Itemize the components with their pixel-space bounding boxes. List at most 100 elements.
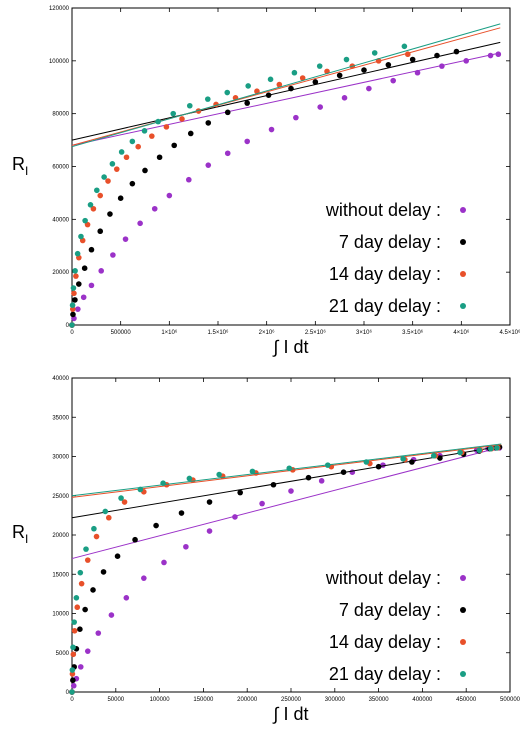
data-point bbox=[88, 282, 95, 289]
data-point bbox=[70, 644, 76, 651]
legend-marker bbox=[460, 239, 466, 245]
y-tick-label: 30000 bbox=[52, 455, 69, 461]
data-point bbox=[276, 81, 283, 88]
legend-label: 21 day delay : bbox=[329, 296, 441, 316]
data-point bbox=[71, 627, 78, 634]
data-point bbox=[75, 306, 81, 312]
data-point bbox=[305, 474, 312, 481]
data-point bbox=[318, 478, 325, 484]
x-tick-label: 2×10⁶ bbox=[259, 329, 276, 336]
data-point bbox=[288, 488, 294, 494]
data-point bbox=[87, 202, 94, 208]
data-point bbox=[409, 459, 415, 465]
x-tick-label: 3×10⁶ bbox=[356, 329, 373, 336]
data-point bbox=[107, 211, 113, 217]
data-point bbox=[244, 138, 250, 145]
data-point bbox=[249, 468, 256, 475]
legend-marker bbox=[460, 575, 466, 581]
data-point bbox=[312, 79, 319, 85]
x-tick-label: 0 bbox=[70, 330, 74, 336]
x-tick-label: 400000 bbox=[412, 697, 433, 703]
x-axis-label: ∫ I dt bbox=[272, 337, 309, 357]
data-point bbox=[187, 130, 194, 137]
data-point bbox=[265, 92, 272, 98]
series-1 bbox=[69, 51, 502, 328]
data-point bbox=[186, 102, 193, 109]
data-point bbox=[487, 52, 494, 59]
data-point bbox=[156, 154, 163, 161]
data-point bbox=[161, 559, 167, 566]
data-point bbox=[95, 630, 102, 636]
y-tick-label: 100000 bbox=[49, 59, 70, 65]
data-point bbox=[439, 63, 445, 69]
data-point bbox=[385, 61, 392, 68]
data-point bbox=[105, 514, 112, 521]
data-point bbox=[122, 236, 129, 242]
data-point bbox=[495, 51, 502, 58]
data-point bbox=[343, 56, 350, 63]
data-point bbox=[430, 452, 437, 459]
data-point bbox=[74, 604, 81, 611]
x-tick-label: 50000 bbox=[107, 697, 124, 703]
legend-marker bbox=[460, 639, 466, 645]
data-point bbox=[363, 459, 370, 465]
fit-line bbox=[71, 445, 502, 519]
data-point bbox=[98, 268, 104, 274]
y-tick-label: 40000 bbox=[52, 217, 69, 223]
x-tick-label: 1.5×10⁶ bbox=[208, 329, 230, 336]
series-2 bbox=[69, 41, 501, 328]
data-point bbox=[101, 174, 107, 180]
y-tick-label: 80000 bbox=[52, 112, 69, 118]
x-tick-label: 0 bbox=[70, 697, 74, 703]
y-tick-label: 60000 bbox=[52, 165, 69, 171]
x-tick-label: 500000 bbox=[111, 330, 132, 336]
data-point bbox=[77, 569, 84, 576]
data-point bbox=[84, 648, 91, 654]
x-axis-label: ∫ I dt bbox=[272, 704, 309, 724]
data-point bbox=[178, 510, 185, 516]
data-point bbox=[81, 265, 88, 272]
data-point bbox=[88, 246, 95, 253]
data-point bbox=[91, 525, 97, 532]
data-point bbox=[135, 143, 141, 150]
data-point bbox=[163, 124, 170, 130]
legend-marker bbox=[460, 207, 466, 213]
data-point bbox=[94, 187, 100, 194]
data-point bbox=[291, 69, 298, 76]
y-axis-label: RI bbox=[12, 522, 28, 546]
data-point bbox=[149, 133, 155, 139]
data-point bbox=[102, 508, 109, 515]
data-point bbox=[142, 167, 148, 174]
legend-label: 7 day delay : bbox=[339, 600, 441, 620]
data-point bbox=[118, 495, 124, 501]
legend-marker bbox=[460, 671, 466, 677]
data-point bbox=[78, 580, 85, 587]
data-point bbox=[123, 154, 130, 161]
data-point bbox=[70, 677, 76, 684]
data-point bbox=[137, 220, 143, 227]
data-point bbox=[141, 128, 148, 134]
data-point bbox=[293, 114, 299, 121]
data-point bbox=[375, 463, 382, 470]
data-point bbox=[108, 612, 115, 618]
data-point bbox=[77, 664, 84, 670]
data-point bbox=[97, 192, 104, 199]
data-point bbox=[186, 475, 193, 482]
data-point bbox=[371, 50, 378, 56]
y-tick-label: 120000 bbox=[49, 6, 70, 12]
data-point bbox=[267, 76, 274, 83]
data-point bbox=[245, 83, 251, 89]
data-point bbox=[80, 294, 87, 301]
data-point bbox=[72, 268, 78, 274]
data-point bbox=[72, 297, 78, 303]
x-tick-label: 250000 bbox=[281, 697, 302, 703]
chart-panel-2: 0 50000 100000 150000 200000 250000 300000 3500… bbox=[12, 376, 520, 724]
x-tick-label: 150000 bbox=[193, 697, 214, 703]
data-point bbox=[183, 543, 189, 550]
data-point bbox=[74, 250, 81, 257]
data-point bbox=[70, 651, 77, 658]
data-point bbox=[117, 195, 124, 201]
data-point bbox=[349, 469, 356, 476]
data-point bbox=[69, 667, 76, 673]
